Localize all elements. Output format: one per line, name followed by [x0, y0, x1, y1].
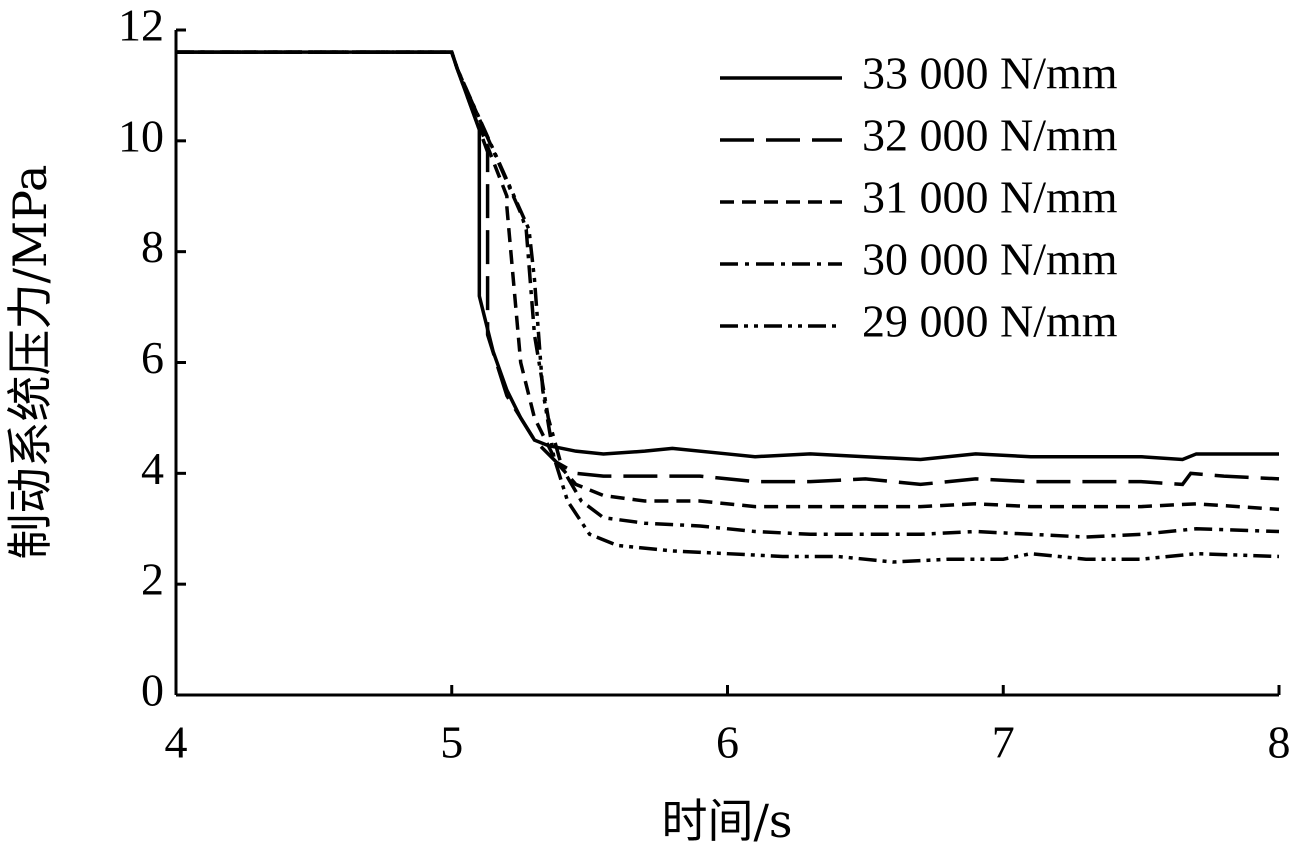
y-tick-label: 10: [118, 110, 164, 161]
x-axis-label: 时间/s: [661, 794, 792, 848]
legend-label: 33 000 N/mm: [862, 48, 1118, 99]
legend-label: 30 000 N/mm: [862, 234, 1118, 285]
series-line: [176, 50, 1280, 512]
y-tick-label: 6: [141, 332, 164, 383]
y-axis-label: 制动系统压力/MPa: [3, 165, 57, 560]
x-tick-label: 7: [992, 717, 1015, 768]
y-tick-label: 12: [118, 0, 164, 51]
y-tick-label: 0: [141, 665, 164, 716]
y-tick-label: 2: [141, 554, 164, 605]
legend-label: 32 000 N/mm: [862, 110, 1118, 161]
series-line: [176, 50, 1279, 462]
x-tick-label: 4: [165, 717, 188, 768]
series-line: [176, 50, 1280, 564]
x-tick-label: 5: [440, 717, 463, 768]
series-line: [176, 50, 1280, 539]
x-tick-label: 6: [716, 717, 739, 768]
y-tick-label: 8: [141, 221, 164, 272]
x-tick-label: 8: [1268, 717, 1291, 768]
legend-label: 29 000 N/mm: [862, 296, 1118, 347]
y-tick-label: 4: [141, 443, 164, 494]
series-line: [176, 50, 1280, 487]
legend-label: 31 000 N/mm: [862, 172, 1118, 223]
